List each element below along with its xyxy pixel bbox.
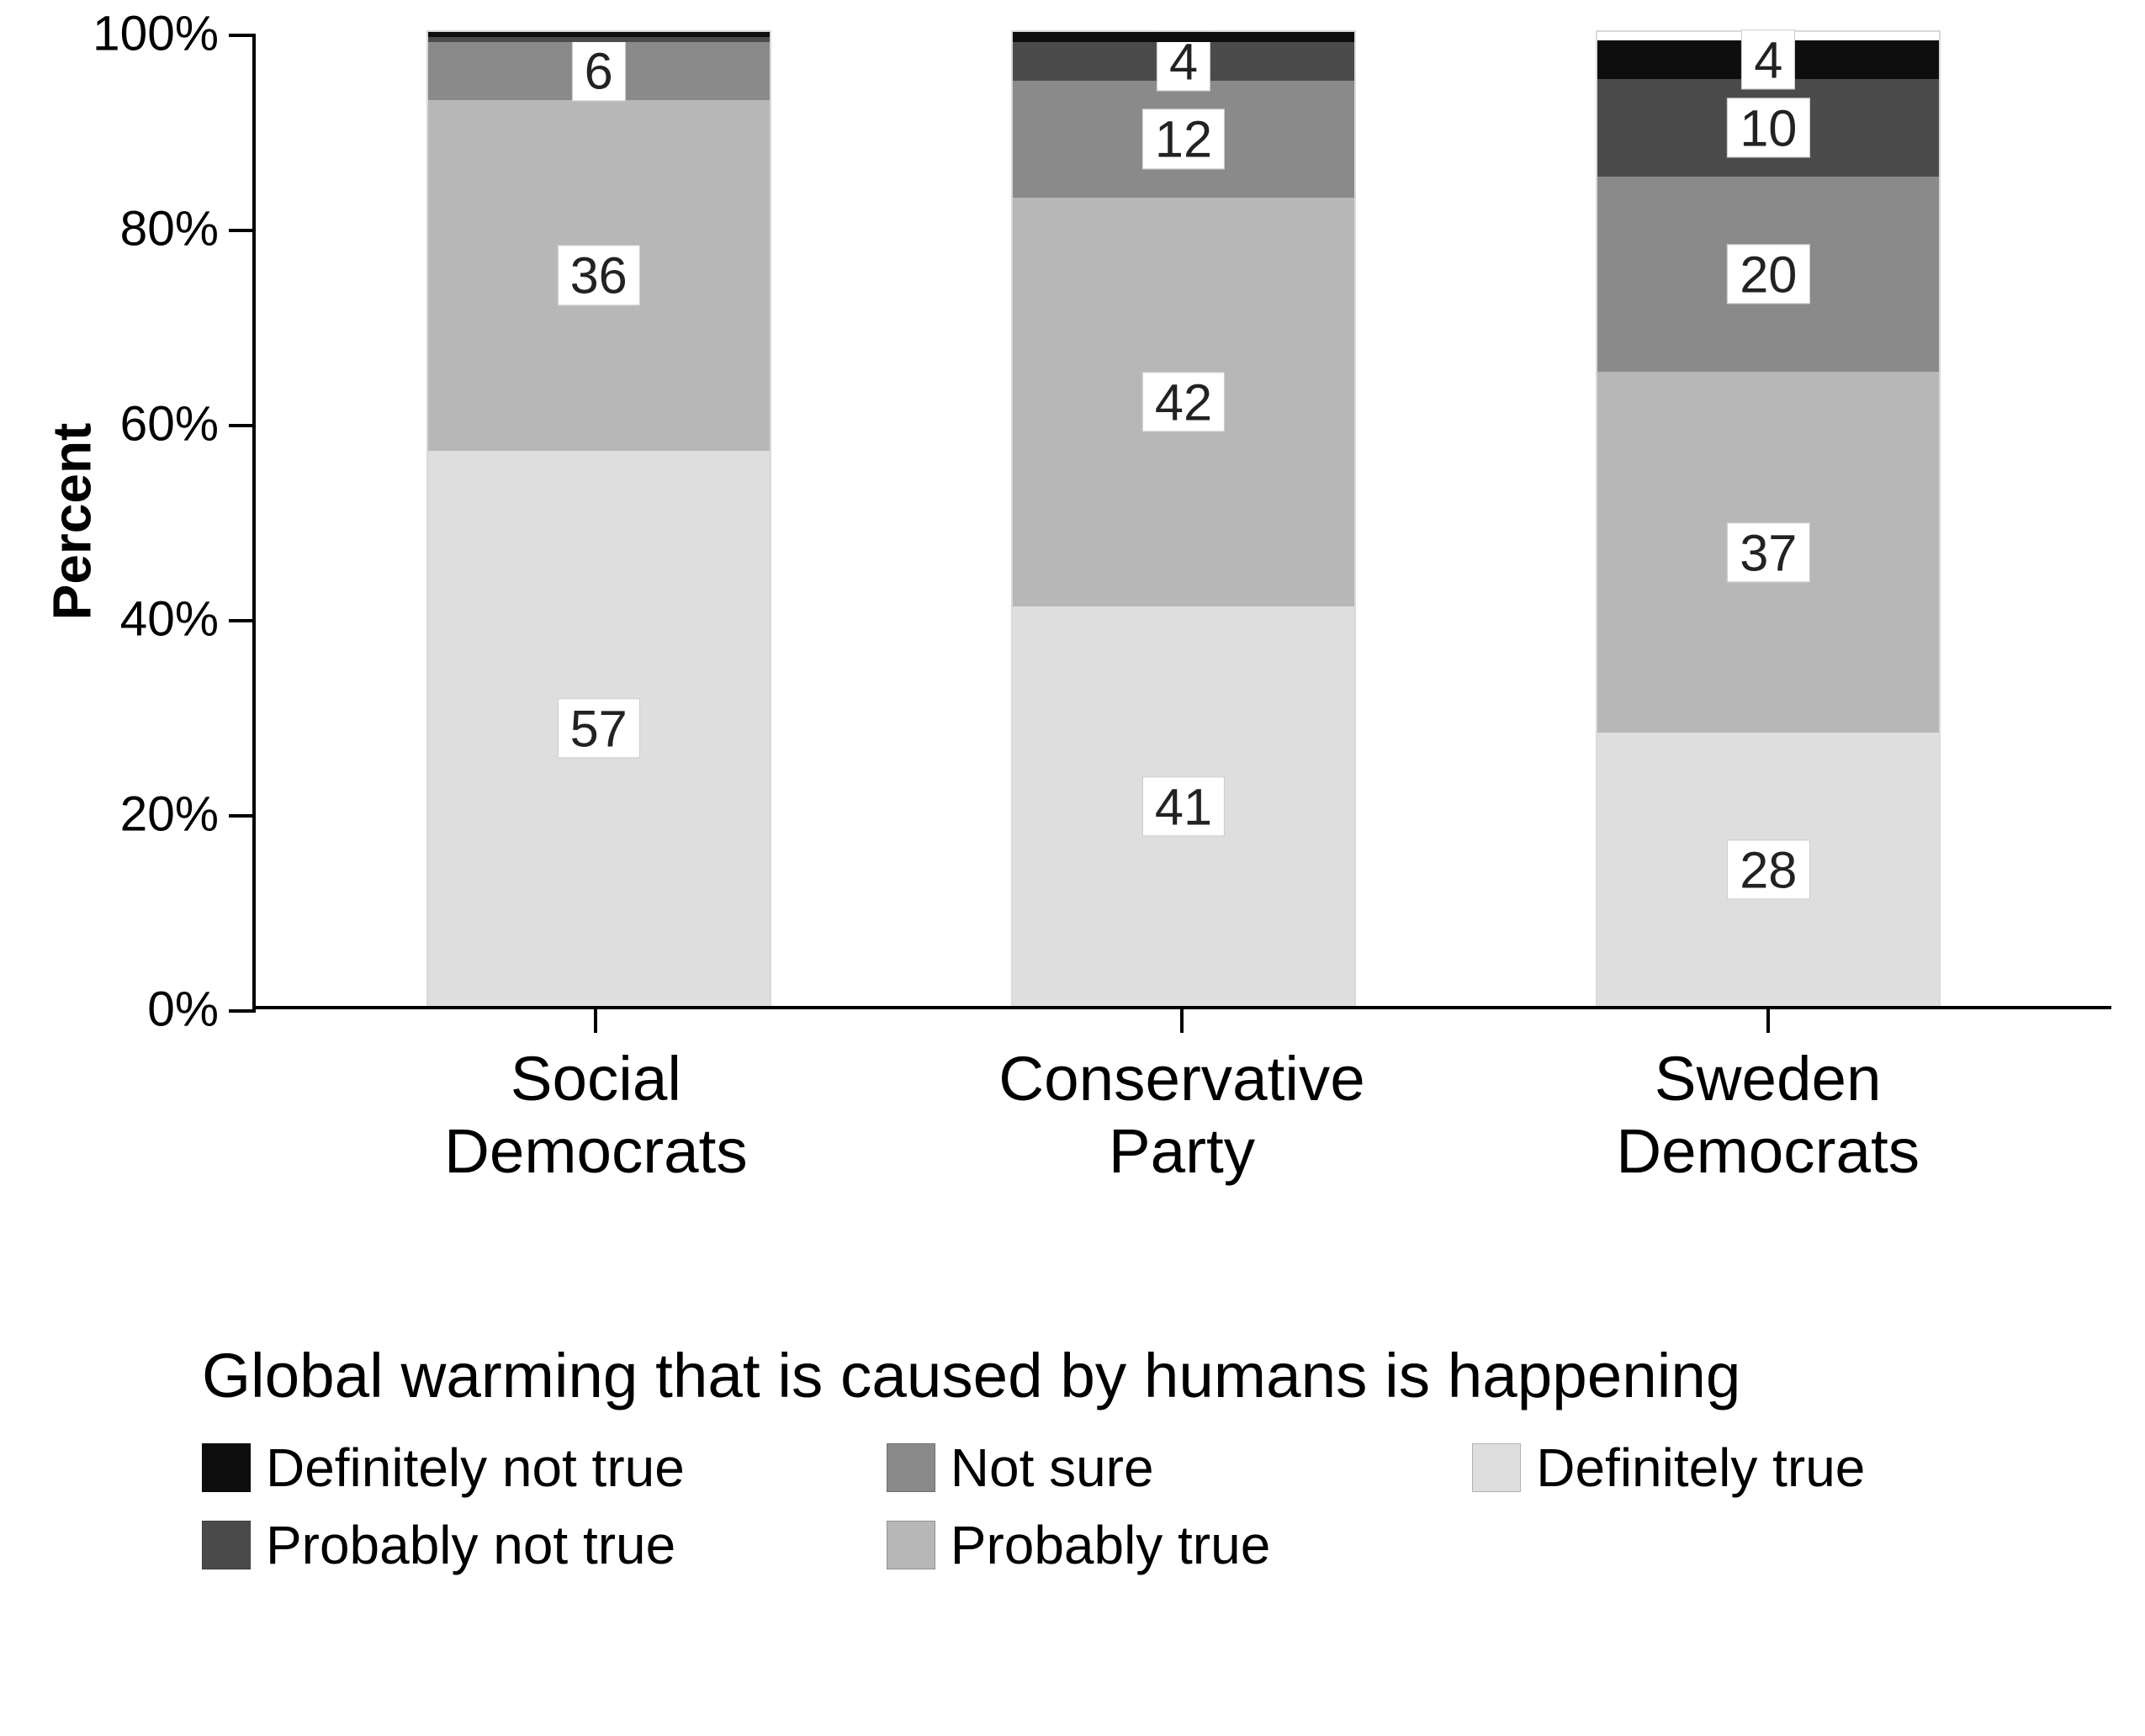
segment-probably-not-true: 10 — [1597, 79, 1939, 177]
segment-probably-true: 42 — [1013, 198, 1354, 606]
chart-container: Percent 0%20%40%60%80%100% 5736641421242… — [34, 34, 2111, 1576]
x-tick-label: SwedenDemocrats — [1616, 1043, 1920, 1188]
segment-definitely-true: 41 — [1013, 606, 1354, 1006]
segment-definitely-true: 57 — [428, 451, 770, 1006]
segment-label: 20 — [1727, 244, 1809, 304]
y-tick-label: 60% — [120, 396, 219, 453]
legend-item-not-sure: Not sure — [887, 1437, 1270, 1499]
segment-definitely-not-true — [428, 32, 770, 37]
x-tick: SwedenDemocrats — [1596, 1009, 1941, 1188]
x-tick-label-line: Conservative — [998, 1043, 1365, 1115]
segment-not-sure: 20 — [1597, 177, 1939, 372]
segment-probably-true: 36 — [428, 100, 770, 451]
y-tick-label: 80% — [120, 201, 219, 257]
y-axis: 0%20%40%60%80%100% — [109, 34, 252, 1009]
legend-item-probably-true: Probably true — [887, 1514, 1270, 1576]
legend-item-probably-not-true: Probably not true — [202, 1514, 685, 1576]
segment-probably-true: 37 — [1597, 372, 1939, 733]
stacked-bar: 57 36 6 — [426, 30, 771, 1006]
segment-probably-not-true — [428, 37, 770, 42]
y-tick-label: 100% — [93, 6, 219, 62]
segment-definitely-not-true: 4 — [1597, 40, 1939, 79]
segment-label: 37 — [1727, 522, 1809, 582]
y-tick — [229, 1009, 256, 1013]
legend-swatch — [202, 1443, 251, 1492]
legend-label: Probably true — [951, 1514, 1270, 1576]
x-tick-label-line: Democrats — [444, 1115, 748, 1188]
legend-swatch — [1472, 1443, 1521, 1492]
x-tick-label: SocialDemocrats — [444, 1043, 748, 1188]
x-tick: ConservativeParty — [1009, 1009, 1354, 1188]
x-tick-label-line: Sweden — [1616, 1043, 1920, 1115]
legend-item-definitely-not-true: Definitely not true — [202, 1437, 685, 1499]
legend-swatch — [202, 1521, 251, 1569]
x-tick-label-line: Democrats — [1616, 1115, 1920, 1188]
segment-not-sure: 12 — [1013, 81, 1354, 198]
x-tick-label-line: Party — [998, 1115, 1365, 1188]
bar-slot: 28 37 20 10 4 — [1596, 30, 1941, 1006]
segment-definitely-not-true — [1013, 32, 1354, 42]
legend-swatch — [887, 1521, 935, 1569]
segment-definitely-true: 28 — [1597, 733, 1939, 1006]
y-tick-label: 0% — [147, 982, 219, 1038]
y-axis-label-col: Percent — [34, 34, 109, 1009]
legend-swatch — [887, 1443, 935, 1492]
x-axis: SocialDemocratsConservativePartySwedenDe… — [34, 1009, 2111, 1188]
segment-label: 28 — [1727, 839, 1809, 899]
segment-label: 10 — [1727, 98, 1809, 157]
x-ticks: SocialDemocratsConservativePartySwedenDe… — [252, 1009, 2111, 1188]
segment-label: 41 — [1142, 776, 1225, 836]
x-tick-mark — [594, 1009, 597, 1033]
legend-item-definitely-true: Definitely true — [1472, 1437, 1865, 1499]
plot-row: Percent 0%20%40%60%80%100% 5736641421242… — [34, 34, 2111, 1009]
x-tick: SocialDemocrats — [423, 1009, 768, 1188]
bars-row: 57 36 6 41 42 12 4 28 37 20 10 4 — [256, 34, 2111, 1006]
bar-slot: 57 36 6 — [426, 30, 771, 1006]
segment-label: 57 — [558, 698, 640, 758]
x-tick-label-line: Social — [444, 1043, 748, 1115]
y-tick-label: 40% — [120, 591, 219, 648]
legend-label: Probably not true — [266, 1514, 675, 1576]
segment-label: 42 — [1142, 372, 1225, 431]
legend-label: Definitely not true — [266, 1437, 685, 1499]
y-axis-label: Percent — [40, 423, 103, 621]
segment-label: 4 — [1741, 29, 1795, 89]
segment-label: 12 — [1142, 109, 1225, 169]
segment-label: 6 — [572, 41, 626, 101]
segment-not-sure: 6 — [428, 42, 770, 100]
plot-area: 57 36 6 41 42 12 4 28 37 20 10 4 — [252, 34, 2111, 1009]
y-tick-label: 20% — [120, 786, 219, 843]
legend-label: Definitely true — [1536, 1437, 1865, 1499]
legend-grid: Definitely not true Not sure Definitely tr… — [202, 1437, 2111, 1576]
legend-title: Global warming that is caused by humans … — [202, 1339, 2111, 1411]
bar-slot: 41 42 12 4 — [1011, 30, 1356, 1006]
legend: Global warming that is caused by humans … — [34, 1339, 2111, 1576]
x-tick-mark — [1766, 1009, 1770, 1033]
x-tick-mark — [1180, 1009, 1184, 1033]
stacked-bar: 28 37 20 10 4 — [1596, 30, 1941, 1006]
segment-probably-not-true: 4 — [1013, 42, 1354, 81]
segment-label: 36 — [558, 246, 640, 305]
legend-label: Not sure — [951, 1437, 1154, 1499]
stacked-bar: 41 42 12 4 — [1011, 30, 1356, 1006]
x-tick-label: ConservativeParty — [998, 1043, 1365, 1188]
